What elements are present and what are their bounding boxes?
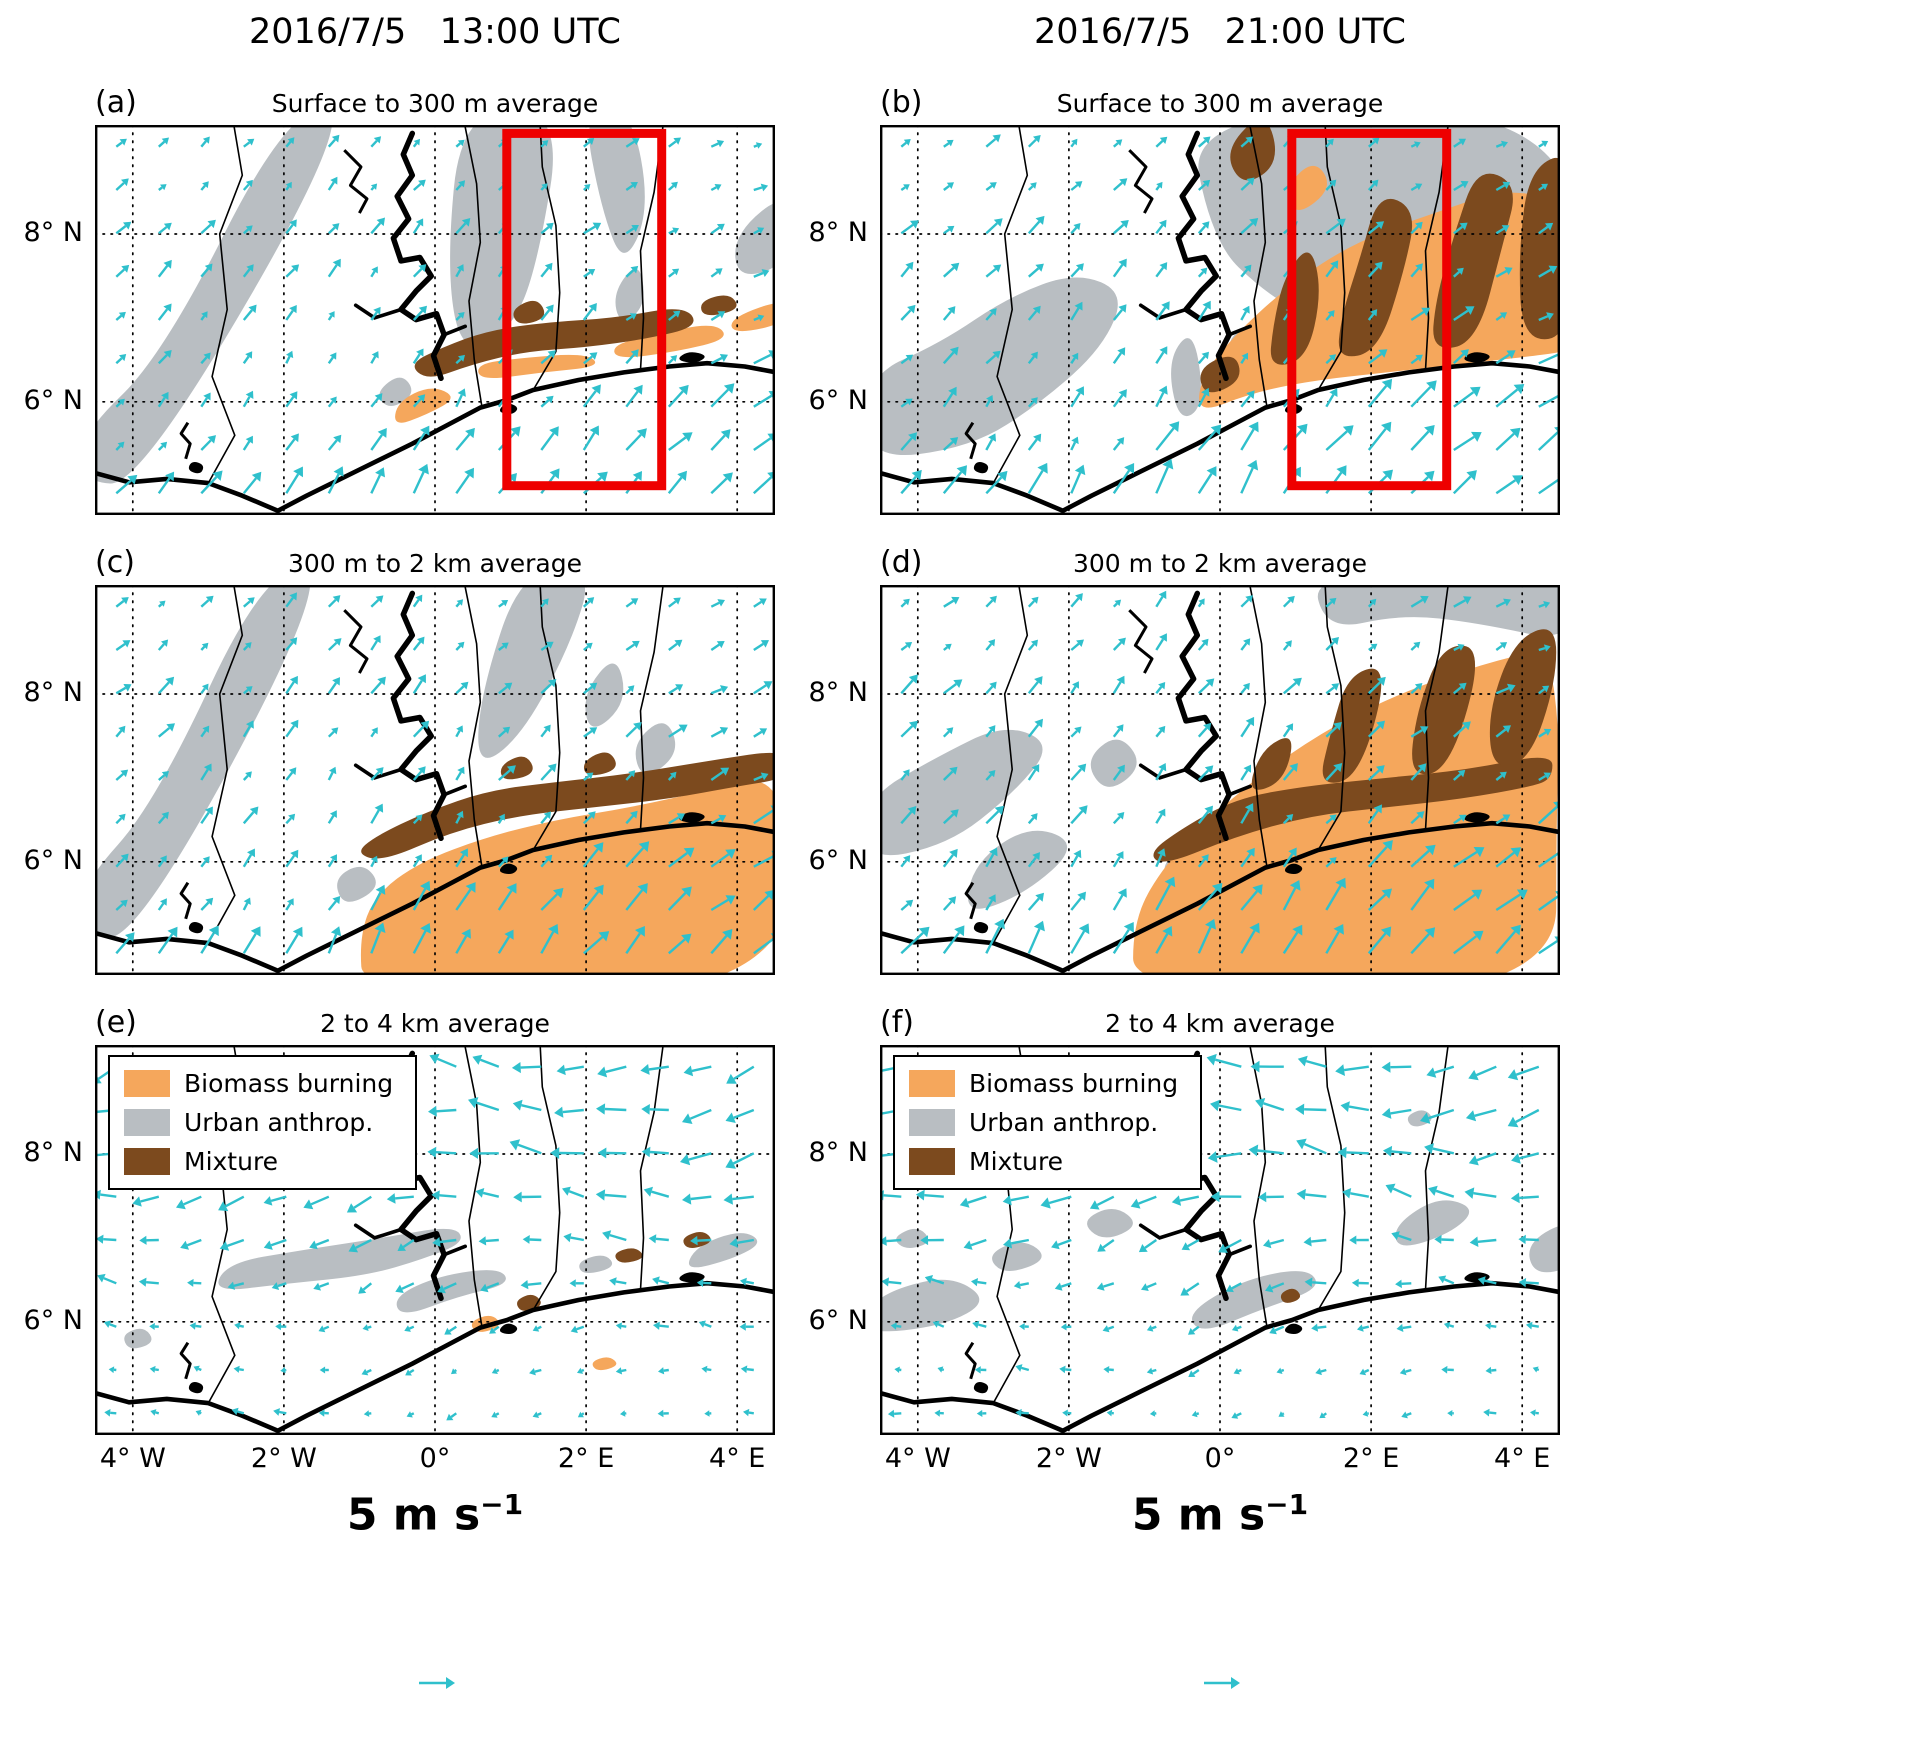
legend-item-mixture: Mixture bbox=[124, 1147, 393, 1176]
panel-letter: (a) bbox=[95, 85, 137, 120]
lon-tick-0: 0° bbox=[1204, 1443, 1236, 1474]
lon-tick-2e: 2° E bbox=[1342, 1443, 1400, 1474]
lat-tick-6n: 6° N bbox=[23, 1305, 83, 1336]
legend-item-urban: Urban anthrop. bbox=[909, 1108, 1178, 1137]
lat-tick-6n: 6° N bbox=[808, 385, 868, 416]
legend-item-biomass: Biomass burning bbox=[124, 1069, 393, 1098]
panel-letter: (c) bbox=[95, 545, 135, 580]
wind-reference-arrow-right bbox=[1204, 1677, 1240, 1689]
wind-scale-text: 5 m s bbox=[346, 1489, 481, 1541]
urban-anthrop-swatch bbox=[124, 1109, 170, 1136]
panel-letter: (f) bbox=[880, 1005, 914, 1040]
map-canvas-c bbox=[95, 585, 775, 975]
panel-d: (d) 300 m to 2 km average 8° N 6° N bbox=[809, 545, 1560, 975]
panel-a: (a) Surface to 300 m average 8° N 6° N bbox=[24, 85, 775, 515]
panel-letter: (b) bbox=[880, 85, 923, 120]
mixture-label: Mixture bbox=[184, 1147, 279, 1176]
panel-f: (f) 2 to 4 km average 8° N 6° N Biomass … bbox=[809, 1005, 1560, 1435]
wind-scale-label-right: 5 m s−1 bbox=[1040, 1488, 1400, 1541]
mixture-label: Mixture bbox=[969, 1147, 1064, 1176]
lon-tick-4w: 4° W bbox=[884, 1443, 951, 1474]
aerosol-legend: Biomass burning Urban anthrop. Mixture bbox=[893, 1055, 1203, 1190]
map-canvas-a bbox=[95, 125, 775, 515]
lat-tick-6n: 6° N bbox=[23, 845, 83, 876]
legend-item-biomass: Biomass burning bbox=[909, 1069, 1178, 1098]
panel-letter: (e) bbox=[95, 1005, 137, 1040]
mixture-swatch bbox=[909, 1148, 955, 1175]
lat-tick-6n: 6° N bbox=[808, 845, 868, 876]
mixture-swatch bbox=[124, 1148, 170, 1175]
lon-tick-4e: 4° E bbox=[1494, 1443, 1551, 1474]
lon-tick-2w: 2° W bbox=[1035, 1443, 1102, 1474]
panel-e-header: (e) 2 to 4 km average bbox=[95, 1003, 775, 1041]
lat-tick-8n: 8° N bbox=[808, 677, 868, 708]
lat-tick-8n: 8° N bbox=[808, 217, 868, 248]
legend-item-mixture: Mixture bbox=[909, 1147, 1178, 1176]
panel-c: (c) 300 m to 2 km average 8° N 6° N bbox=[24, 545, 775, 975]
panel-title: 2 to 4 km average bbox=[320, 1009, 550, 1038]
panel-e: (e) 2 to 4 km average 8° N 6° N Biomass … bbox=[24, 1005, 775, 1435]
legend-item-urban: Urban anthrop. bbox=[124, 1108, 393, 1137]
panel-title: 2 to 4 km average bbox=[1105, 1009, 1335, 1038]
wind-scale-text: 5 m s bbox=[1131, 1489, 1266, 1541]
map-canvas-d bbox=[880, 585, 1560, 975]
biomass-burning-label: Biomass burning bbox=[969, 1069, 1179, 1098]
panel-c-header: (c) 300 m to 2 km average bbox=[95, 543, 775, 581]
urban-anthrop-swatch bbox=[909, 1109, 955, 1136]
biomass-burning-swatch bbox=[909, 1070, 955, 1097]
lat-tick-8n: 8° N bbox=[23, 1137, 83, 1168]
lat-tick-8n: 8° N bbox=[808, 1137, 868, 1168]
panel-title: 300 m to 2 km average bbox=[288, 549, 582, 578]
lon-tick-2e: 2° E bbox=[557, 1443, 615, 1474]
lon-tick-4w: 4° W bbox=[99, 1443, 166, 1474]
column-header-2100utc: 2016/7/5 21:00 UTC bbox=[1034, 12, 1406, 52]
panel-a-header: (a) Surface to 300 m average bbox=[95, 83, 775, 121]
panel-letter: (d) bbox=[880, 545, 923, 580]
lat-tick-8n: 8° N bbox=[23, 217, 83, 248]
lon-tick-2w: 2° W bbox=[250, 1443, 317, 1474]
lat-tick-6n: 6° N bbox=[808, 1305, 868, 1336]
aerosol-legend: Biomass burning Urban anthrop. Mixture bbox=[108, 1055, 418, 1190]
x-axis-right: 4° W 2° W 0° 2° E 4° E bbox=[880, 1443, 1560, 1479]
wind-reference-arrow-left bbox=[419, 1677, 455, 1689]
urban-anthrop-label: Urban anthrop. bbox=[969, 1108, 1159, 1137]
wind-scale-label-left: 5 m s−1 bbox=[255, 1488, 615, 1541]
panel-b: (b) Surface to 300 m average 8° N 6° N bbox=[809, 85, 1560, 515]
lat-tick-6n: 6° N bbox=[23, 385, 83, 416]
panel-b-header: (b) Surface to 300 m average bbox=[880, 83, 1560, 121]
lon-tick-4e: 4° E bbox=[709, 1443, 766, 1474]
wind-scale-exponent: −1 bbox=[480, 1488, 524, 1521]
panel-f-header: (f) 2 to 4 km average bbox=[880, 1003, 1560, 1041]
biomass-burning-swatch bbox=[124, 1070, 170, 1097]
wind-scale-exponent: −1 bbox=[1265, 1488, 1309, 1521]
panel-title: 300 m to 2 km average bbox=[1073, 549, 1367, 578]
panel-title: Surface to 300 m average bbox=[271, 89, 599, 118]
map-canvas-b bbox=[880, 125, 1560, 515]
panel-d-header: (d) 300 m to 2 km average bbox=[880, 543, 1560, 581]
urban-anthrop-label: Urban anthrop. bbox=[184, 1108, 374, 1137]
x-axis-left: 4° W 2° W 0° 2° E 4° E bbox=[95, 1443, 775, 1479]
panel-title: Surface to 300 m average bbox=[1056, 89, 1384, 118]
column-header-1300utc: 2016/7/5 13:00 UTC bbox=[249, 12, 621, 52]
biomass-burning-label: Biomass burning bbox=[184, 1069, 394, 1098]
lat-tick-8n: 8° N bbox=[23, 677, 83, 708]
lon-tick-0: 0° bbox=[419, 1443, 451, 1474]
